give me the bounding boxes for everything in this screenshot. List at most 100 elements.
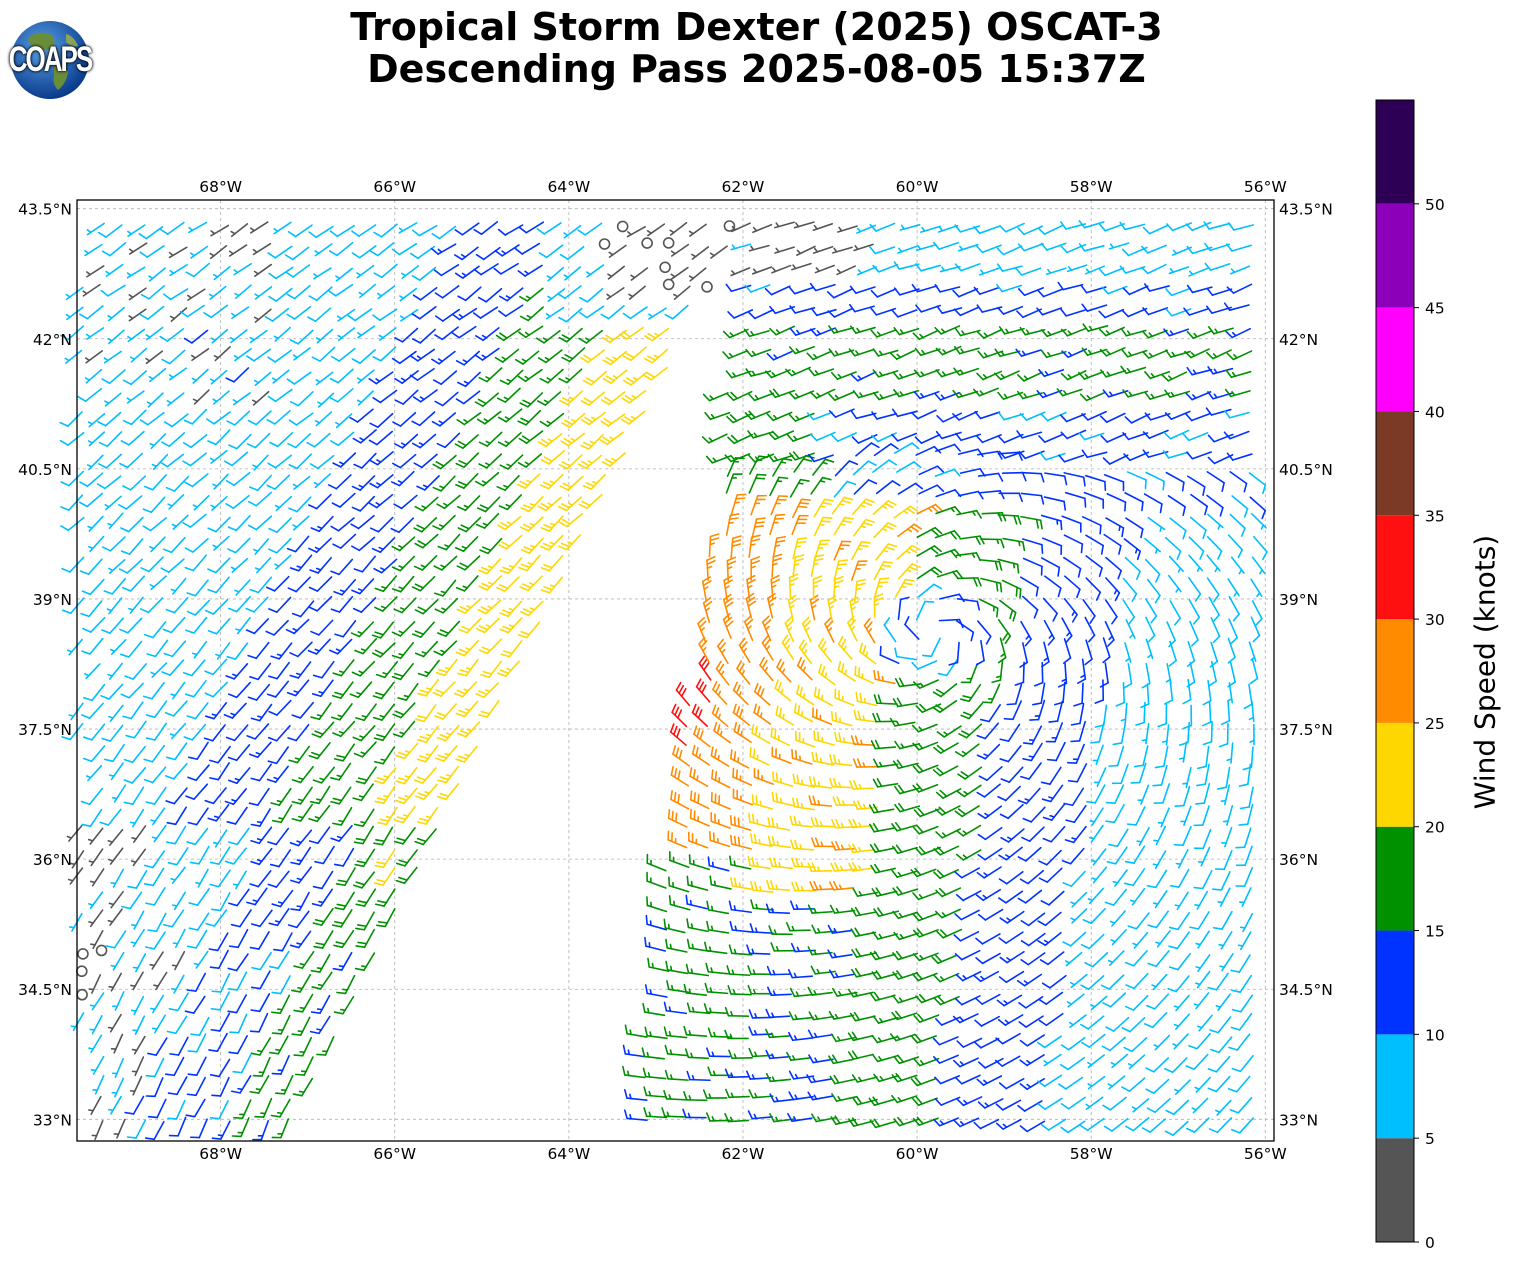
wind-barb <box>1151 973 1168 991</box>
barb-feather <box>311 986 322 990</box>
barb-feather <box>689 899 693 906</box>
barb-feather <box>500 653 511 658</box>
wind-barb <box>185 1098 206 1118</box>
barb-feather <box>765 1008 771 1019</box>
barb-shaft <box>214 829 228 848</box>
wind-barb <box>171 950 186 971</box>
barb-shaft <box>382 723 396 742</box>
barb-shaft <box>233 724 249 742</box>
barb-shaft <box>768 887 791 892</box>
barb-shaft <box>982 1075 1003 1086</box>
barb-shaft <box>1001 579 1022 590</box>
barb-feather <box>872 931 879 940</box>
barb-feather <box>332 732 342 738</box>
barb-shaft <box>275 537 292 554</box>
barb-shaft <box>297 641 313 658</box>
wind-barb <box>1217 887 1231 907</box>
barb-feather <box>710 925 714 932</box>
barb-feather <box>977 913 987 921</box>
barb-feather <box>268 710 278 716</box>
barb-feather <box>1070 917 1076 921</box>
wind-barb <box>393 597 417 614</box>
wind-barb <box>935 908 961 919</box>
wind-barb <box>892 950 919 961</box>
wind-barb <box>330 558 354 576</box>
barb-feather <box>82 627 92 633</box>
wind-barb <box>330 786 352 805</box>
wind-barb <box>668 876 690 893</box>
barb-feather <box>779 797 783 804</box>
wind-barb <box>1185 1053 1209 1071</box>
wind-barb <box>912 911 939 922</box>
barb-shaft <box>195 929 208 949</box>
wind-barb <box>478 575 503 591</box>
barb-feather <box>1015 586 1018 597</box>
barb-feather <box>793 563 800 566</box>
barb-shaft <box>960 1074 981 1085</box>
barb-feather <box>210 1007 221 1011</box>
barb-shaft <box>87 764 103 782</box>
barb-shaft <box>942 928 963 939</box>
barb-shaft <box>321 870 334 890</box>
wind-barb <box>289 554 313 572</box>
barb-feather <box>674 706 680 716</box>
wind-barb <box>1235 845 1253 867</box>
barb-feather <box>794 1094 799 1100</box>
barb-shaft <box>646 923 668 931</box>
barb-shaft <box>321 660 335 679</box>
barb-feather <box>1087 1083 1093 1088</box>
barb-feather <box>877 907 884 916</box>
barb-feather <box>398 586 405 590</box>
barb-shaft <box>213 535 230 551</box>
wind-barb <box>391 575 415 593</box>
barb-feather <box>772 562 778 566</box>
barb-feather <box>150 671 156 676</box>
barb-feather <box>88 903 94 906</box>
wind-barb <box>1124 845 1146 865</box>
wind-barb <box>291 701 314 719</box>
wind-barb <box>268 661 290 680</box>
calm-circle <box>76 988 88 1001</box>
barb-feather <box>1191 1107 1198 1111</box>
barb-feather <box>747 856 751 867</box>
barb-feather <box>748 1047 754 1058</box>
barb-shaft <box>279 889 294 908</box>
barb-feather <box>1022 541 1026 552</box>
barb-shaft <box>173 974 185 994</box>
barb-shaft <box>172 700 188 717</box>
wind-barb <box>1196 763 1210 787</box>
wind-barb <box>1060 1036 1086 1051</box>
barb-feather <box>827 924 834 934</box>
barb-feather <box>1215 1109 1221 1113</box>
barb-feather <box>1104 901 1115 906</box>
barb-shaft <box>810 803 833 807</box>
wind-barb <box>1092 744 1104 766</box>
barb-shaft <box>216 1032 228 1052</box>
wind-barb <box>540 554 564 572</box>
barb-feather <box>334 691 345 696</box>
barb-feather <box>371 634 382 639</box>
wind-barb <box>90 1055 105 1075</box>
barb-shaft <box>1085 639 1093 661</box>
wind-barb <box>119 617 143 634</box>
wind-barb <box>162 536 186 554</box>
wind-barb <box>209 1099 229 1120</box>
wind-barb <box>1153 825 1167 846</box>
barb-feather <box>61 567 71 573</box>
barb-feather <box>963 1099 968 1105</box>
wind-barb <box>189 1118 208 1139</box>
barb-feather <box>61 609 72 615</box>
barb-shaft <box>1215 972 1229 991</box>
wind-barb <box>1125 619 1136 639</box>
wind-barb <box>771 791 794 807</box>
wind-barb <box>188 912 210 931</box>
barb-feather <box>933 566 943 574</box>
barb-feather <box>1101 1045 1111 1052</box>
wind-barb <box>476 617 500 634</box>
barb-feather <box>461 625 471 631</box>
barb-feather <box>811 751 815 762</box>
wind-barb <box>976 722 1000 740</box>
wind-barb <box>753 682 771 706</box>
wind-barb <box>933 995 960 1006</box>
wind-barb <box>249 870 272 888</box>
